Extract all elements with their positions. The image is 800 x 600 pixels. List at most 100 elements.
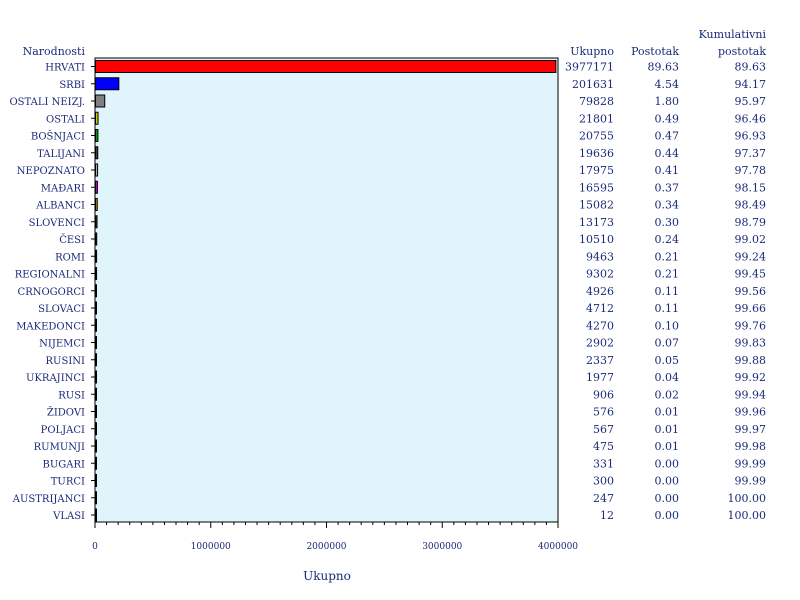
value-label: 576	[593, 406, 614, 419]
percent-label: 0.21	[655, 250, 680, 263]
x-tick-label: 0	[92, 542, 98, 552]
value-label: 79828	[579, 95, 614, 108]
percent-label: 0.00	[655, 475, 680, 488]
y-tick-marks	[91, 66, 95, 516]
percent-label: 0.30	[655, 216, 680, 229]
bar	[95, 387, 97, 401]
x-tick-label: 2000000	[306, 542, 346, 552]
x-axis: 0 1000000 2000000 3000000 4000000	[92, 522, 578, 552]
percent-label: 0.21	[655, 268, 680, 281]
bar	[95, 215, 98, 229]
percent-label: 0.10	[655, 319, 680, 332]
percent-label: 89.63	[648, 61, 680, 74]
value-label: 15082	[579, 199, 614, 212]
bar	[95, 163, 99, 177]
cumulative-column-header-line1: Kumulativni	[699, 28, 767, 41]
cumulative-label: 99.97	[735, 423, 767, 436]
cumulative-label: 98.49	[735, 199, 767, 212]
cumulative-label: 99.99	[735, 457, 767, 470]
percent-label: 4.54	[655, 78, 680, 91]
bar	[95, 353, 97, 367]
value-label: 4926	[586, 285, 614, 298]
category-label: ČESI	[59, 234, 85, 246]
x-tick-label: 4000000	[538, 542, 578, 552]
value-label: 21801	[579, 112, 614, 125]
value-label: 567	[593, 423, 614, 436]
category-label: BOŠNJACI	[31, 131, 85, 143]
bar	[95, 77, 120, 91]
cumulative-label: 95.97	[735, 95, 767, 108]
cumulative-label: 98.15	[735, 181, 767, 194]
percent-label: 0.11	[655, 285, 680, 298]
value-label: 13173	[579, 216, 614, 229]
category-label: NEPOZNATO	[17, 166, 85, 177]
bar	[95, 60, 557, 73]
category-label: HRVATI	[45, 63, 85, 74]
cumulative-label: 99.02	[735, 233, 767, 246]
bar	[95, 284, 97, 298]
category-header: Narodnosti	[23, 45, 86, 58]
bar	[95, 301, 97, 315]
category-label: RUSI	[58, 390, 85, 401]
bar	[95, 370, 97, 384]
category-label: NIJEMCI	[39, 339, 85, 350]
percent-label: 0.02	[655, 388, 680, 401]
cumulative-label: 99.94	[735, 388, 767, 401]
category-label: SLOVENCI	[29, 218, 85, 229]
cumulative-label: 99.45	[735, 268, 767, 281]
bar	[95, 508, 97, 522]
category-label: MAĐARI	[41, 183, 85, 194]
percent-label: 0.00	[655, 509, 680, 522]
percent-label: 0.04	[655, 371, 680, 384]
category-label: UKRAJINCI	[26, 373, 85, 384]
bar	[95, 249, 98, 263]
value-label: 2337	[586, 354, 614, 367]
bar	[95, 474, 97, 487]
x-tick-label: 3000000	[422, 542, 462, 552]
category-label: BUGARI	[43, 459, 86, 470]
cumulative-label: 89.63	[735, 61, 767, 74]
bar	[95, 198, 98, 211]
percent-column-header: Postotak	[631, 45, 679, 58]
percent-label: 0.41	[655, 164, 680, 177]
cumulative-label: 99.66	[735, 302, 767, 315]
value-labels: 3977171 201631 79828 21801 20755 19636 17975 16…	[565, 61, 614, 523]
category-labels: HRVATI SRBI OSTALI NEIZJ. OSTALI BOŠNJACI TAL…	[9, 63, 85, 523]
value-label: 2902	[586, 337, 614, 350]
bar	[95, 456, 97, 470]
percent-label: 1.80	[655, 95, 680, 108]
cumulative-label: 99.96	[735, 406, 767, 419]
bars-layer	[95, 60, 557, 522]
cumulative-label: 99.76	[735, 319, 767, 332]
cumulative-label: 97.37	[735, 147, 767, 160]
value-label: 331	[593, 457, 614, 470]
x-axis-title: Ukupno	[303, 569, 351, 583]
cumulative-label: 100.00	[728, 509, 767, 522]
bar	[95, 439, 97, 453]
category-label: SRBI	[59, 80, 85, 91]
value-label: 9302	[586, 268, 614, 281]
category-label: TALIJANI	[37, 149, 85, 160]
category-label: POLJACI	[41, 425, 85, 436]
value-label: 4270	[586, 319, 614, 332]
category-label: SLOVACI	[38, 304, 85, 315]
value-label: 475	[593, 440, 614, 453]
bar	[95, 267, 98, 280]
value-label: 17975	[579, 164, 614, 177]
category-label: AUSTRIJANCI	[12, 494, 85, 505]
bar	[95, 232, 98, 246]
bar	[95, 422, 97, 436]
total-column-header: Ukupno	[570, 45, 614, 58]
percent-label: 0.01	[655, 406, 680, 419]
percent-labels: 89.63 4.54 1.80 0.49 0.47 0.44 0.41 0.37 0.34 0.3…	[648, 61, 680, 523]
percent-label: 0.37	[655, 181, 680, 194]
bar	[95, 180, 98, 194]
value-label: 1977	[586, 371, 614, 384]
value-label: 300	[593, 475, 614, 488]
percent-label: 0.00	[655, 492, 680, 505]
bar	[95, 94, 106, 108]
category-label: OSTALI	[46, 114, 85, 125]
value-label: 9463	[586, 250, 614, 263]
percent-label: 0.34	[655, 199, 680, 212]
